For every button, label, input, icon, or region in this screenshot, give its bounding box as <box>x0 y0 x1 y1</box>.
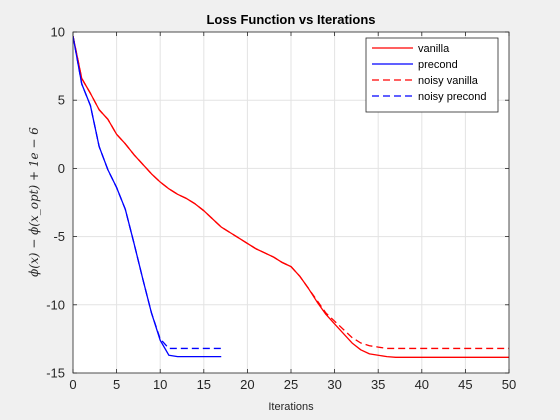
x-tick-label: 45 <box>458 377 472 392</box>
x-tick-label: 10 <box>153 377 167 392</box>
x-axis-label: Iterations <box>268 401 314 413</box>
legend-box <box>365 37 499 113</box>
x-tick-label: 5 <box>113 377 120 392</box>
y-tick-label: -10 <box>46 297 65 312</box>
series-line-precond <box>73 35 222 358</box>
x-tick-label: 30 <box>327 377 341 392</box>
legend-label: vanilla <box>418 43 450 55</box>
x-tick-label: 50 <box>502 377 516 392</box>
x-tick-label: 20 <box>240 377 254 392</box>
legend-label: noisy vanilla <box>418 75 479 87</box>
series-group <box>73 35 509 358</box>
y-tick-label: 5 <box>58 93 65 108</box>
x-tick-label: 0 <box>69 377 76 392</box>
chart-title: Loss Function vs Iterations <box>206 12 375 27</box>
legend-label: precond <box>418 59 458 71</box>
y-tick-label: -15 <box>46 366 65 381</box>
x-tick-label: 15 <box>197 377 211 392</box>
x-tick-label: 40 <box>415 377 429 392</box>
y-tick-label: 0 <box>58 161 65 176</box>
legend: vanilla precond noisy vanilla noisy precond <box>365 37 499 113</box>
series-line-noisy-precond <box>73 35 222 350</box>
legend-label: noisy precond <box>418 91 487 103</box>
y-tick-label: 10 <box>51 25 65 40</box>
series-line-noisy-vanilla <box>73 35 509 350</box>
ticks: 0 5 10 15 20 25 30 35 40 45 50 -15 -10 -5 0 5 10 <box>46 25 516 393</box>
y-tick-label: -5 <box>53 229 65 244</box>
x-tick-label: 25 <box>284 377 298 392</box>
x-tick-label: 35 <box>371 377 385 392</box>
y-axis-label: ϕ(x) − ϕ(x_opt) + 1e − 6 <box>27 127 41 277</box>
